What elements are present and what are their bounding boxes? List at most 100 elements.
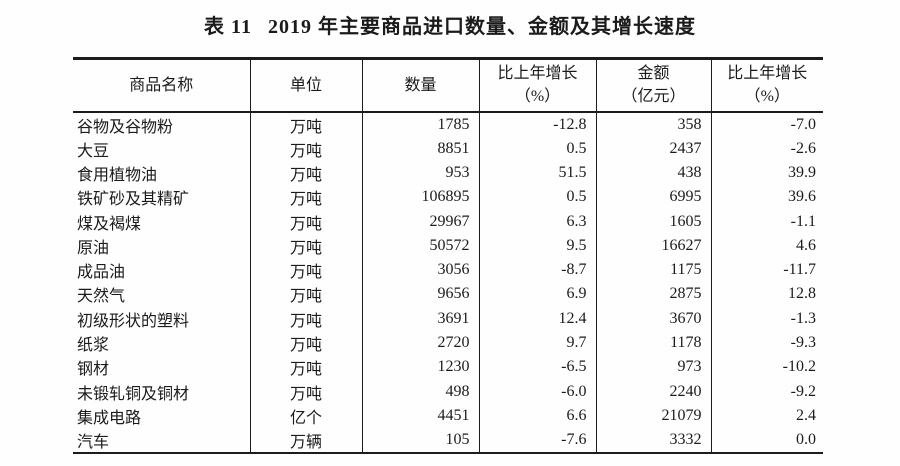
cell-quantity: 50572 (361, 233, 479, 258)
cell-quantity-growth: 6.9 (478, 282, 596, 307)
cell-quantity-growth: 0.5 (478, 185, 596, 210)
import-commodities-table: 商品名称 单位 数量 比上年增长 （%） 金额 （亿元） 比上年增长 (73, 57, 823, 455)
cell-commodity-name: 纸浆 (77, 337, 110, 355)
col-header-label: 比上年增长 (727, 65, 808, 83)
cell-quantity: 105 (361, 428, 479, 454)
cell-value: 438 (595, 160, 711, 186)
cell-quantity: 1785 (361, 111, 479, 137)
cell-quantity-growth: 0.5 (478, 136, 596, 161)
table-body: 谷物及谷物粉 万吨 1785 -12.8 358 -7.0 大豆 万吨 8851 0.5 2437-… (73, 111, 823, 454)
cell-commodity-name: 未锻轧铜及铜材 (77, 385, 190, 403)
cell-quantity-growth: -12.8 (478, 111, 596, 137)
col-header-value: 金额 （亿元） (595, 58, 711, 113)
table-row: 铁矿砂及其精矿 万吨 106895 0.5 6995 39.6 (73, 185, 823, 210)
cell-quantity: 498 (361, 379, 479, 404)
col-header-value-growth: 比上年增长 （%） (710, 58, 823, 113)
cell-quantity: 4451 (361, 403, 479, 429)
cell-commodity-name: 钢材 (77, 361, 110, 379)
cell-quantity: 8851 (361, 136, 479, 161)
table-number: 表 11 (204, 16, 252, 38)
cell-value: 2240 (595, 379, 711, 404)
cell-unit: 万吨 (249, 111, 362, 137)
cell-value-growth: -1.3 (710, 306, 823, 331)
col-header-label: 金额 (637, 65, 670, 83)
cell-quantity-growth: -8.7 (478, 257, 596, 283)
col-header-label: 数量 (404, 76, 437, 94)
cell-value: 1178 (595, 330, 711, 356)
cell-unit: 万吨 (249, 330, 362, 356)
cell-value: 16627 (595, 233, 711, 258)
cell-value-growth: -1.1 (710, 209, 823, 234)
col-header-sublabel: （%） (744, 88, 790, 106)
table-row: 未锻轧铜及铜材 万吨 498 -6.0 2240 -9.2 (73, 379, 823, 404)
cell-unit: 万吨 (249, 185, 362, 210)
cell-unit: 万吨 (249, 233, 362, 258)
table-row: 大豆 万吨 8851 0.5 2437 -2.6 (73, 136, 823, 161)
cell-value-growth: -11.7 (710, 257, 823, 283)
cell-unit: 万吨 (249, 136, 362, 161)
col-header-label: 单位 (289, 76, 322, 94)
cell-quantity: 3691 (361, 306, 479, 331)
cell-value: 1605 (595, 209, 711, 234)
cell-value-growth: 39.6 (710, 185, 823, 210)
cell-quantity: 953 (361, 160, 479, 186)
col-header-quantity-growth: 比上年增长 （%） (478, 58, 596, 113)
cell-value: 358 (595, 111, 711, 137)
cell-value-growth: 2.4 (710, 403, 823, 429)
cell-quantity-growth: 9.5 (478, 233, 596, 258)
cell-quantity: 2720 (361, 330, 479, 356)
cell-value-growth: -9.3 (710, 330, 823, 356)
cell-unit: 万辆 (249, 428, 362, 454)
col-header-label: 比上年增长 (497, 65, 578, 83)
cell-quantity: 9656 (361, 282, 479, 307)
header-row: 商品名称 单位 数量 比上年增长 （%） 金额 （亿元） 比上年增长 (73, 58, 823, 113)
cell-value-growth: -7.0 (710, 111, 823, 137)
cell-quantity: 1230 (361, 355, 479, 380)
table-row: 集成电路 亿个 4451 6.6 21079 2.4 (73, 403, 823, 429)
cell-unit: 万吨 (249, 355, 362, 380)
table-row: 食用植物油 万吨 953 51.5 438 39.9 (73, 160, 823, 186)
table-row: 煤及褐煤 万吨 29967 6.3 1605 -1.1 (73, 209, 823, 234)
table-row: 纸浆 万吨 2720 9.7 1178 -9.3 (73, 330, 823, 356)
cell-quantity-growth: -6.0 (478, 379, 596, 404)
cell-commodity-name: 成品油 (77, 264, 126, 282)
cell-unit: 万吨 (249, 257, 362, 283)
table-row: 汽车 万辆 105 -7.6 3332 0.0 (73, 428, 823, 454)
cell-value: 6995 (595, 185, 711, 210)
cell-quantity: 106895 (361, 185, 479, 210)
cell-commodity-name: 大豆 (77, 142, 110, 160)
col-header-unit: 单位 (249, 58, 362, 113)
cell-value-growth: 12.8 (710, 282, 823, 307)
cell-value: 21079 (595, 403, 711, 429)
cell-value-growth: -9.2 (710, 379, 823, 404)
cell-commodity-name: 谷物及谷物粉 (77, 118, 174, 136)
cell-unit: 万吨 (249, 209, 362, 234)
cell-commodity-name: 汽车 (77, 434, 110, 452)
cell-unit: 万吨 (249, 282, 362, 307)
cell-commodity-name: 集成电路 (77, 409, 142, 427)
cell-quantity-growth: 51.5 (478, 160, 596, 186)
col-header-commodity-name: 商品名称 (73, 58, 250, 113)
cell-quantity: 29967 (361, 209, 479, 234)
cell-value: 2875 (595, 282, 711, 307)
cell-value: 3332 (595, 428, 711, 454)
cell-value-growth: -10.2 (710, 355, 823, 380)
table-row: 谷物及谷物粉 万吨 1785 -12.8 358 -7.0 (73, 111, 823, 137)
cell-quantity-growth: 6.6 (478, 403, 596, 429)
cell-value-growth: 0.0 (710, 428, 823, 454)
cell-unit: 万吨 (249, 160, 362, 186)
cell-value-growth: 4.6 (710, 233, 823, 258)
cell-value-growth: -2.6 (710, 136, 823, 161)
cell-value: 1175 (595, 257, 711, 283)
cell-value: 2437 (595, 136, 711, 161)
cell-commodity-name: 原油 (77, 239, 110, 257)
table-row: 初级形状的塑料 万吨 3691 12.4 3670 -1.3 (73, 306, 823, 331)
cell-value: 973 (595, 355, 711, 380)
table-title-text: 2019 年主要商品进口数量、金额及其增长速度 (267, 16, 696, 38)
table-row: 天然气 万吨 9656 6.9 2875 12.8 (73, 282, 823, 307)
cell-quantity-growth: -6.5 (478, 355, 596, 380)
table-row: 钢材 万吨 1230 -6.5 973 -10.2 (73, 355, 823, 380)
col-header-quantity: 数量 (361, 58, 479, 113)
col-header-label: 商品名称 (129, 76, 194, 94)
